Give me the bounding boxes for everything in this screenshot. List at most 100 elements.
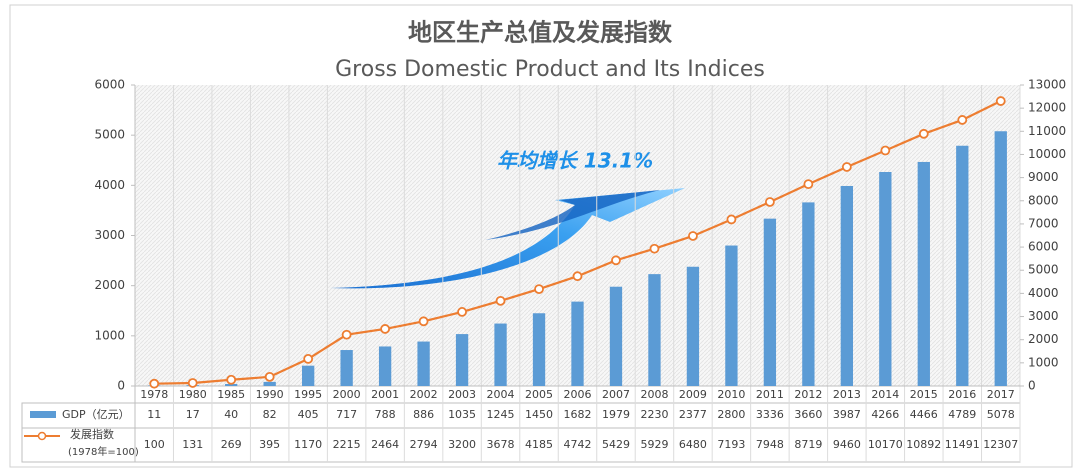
table-cell: 4742 [564, 438, 592, 451]
bar [532, 313, 546, 386]
table-cell: 2800 [717, 408, 745, 421]
line-marker [226, 374, 237, 385]
y-tick-label: 4000 [94, 178, 125, 192]
table-cell: 4185 [525, 438, 553, 451]
table-cell: 5078 [987, 408, 1015, 421]
x-tick-label: 1978 [140, 388, 168, 401]
table-cell: 5929 [640, 438, 668, 451]
line-marker [995, 96, 1006, 106]
bar [571, 301, 584, 386]
y2-tick-label: 4000 [1028, 286, 1059, 300]
y-tick-label: 0 [117, 379, 125, 393]
table-cell: 717 [336, 408, 357, 421]
x-tick-label: 2006 [564, 388, 592, 401]
table-cell: 1170 [294, 438, 322, 451]
table-cell: 1245 [487, 408, 515, 421]
line-marker [726, 214, 737, 225]
line-marker [803, 179, 814, 190]
line-marker [764, 197, 775, 207]
y2-tick-label: 12000 [1028, 101, 1066, 115]
y2-tick-label: 6000 [1028, 240, 1059, 254]
table-cell: 3660 [794, 408, 822, 421]
line-marker [303, 354, 314, 364]
line-marker [611, 255, 621, 266]
line-marker [880, 145, 891, 156]
chart-subtitle: Gross Domestic Product and Its Indices [335, 57, 765, 82]
y-tick-label: 6000 [94, 78, 125, 92]
table-cell: 7948 [756, 438, 784, 451]
table-cell: 11 [147, 408, 161, 421]
x-tick-label: 2008 [640, 388, 668, 401]
bar [494, 323, 507, 386]
table-cell: 11491 [945, 438, 980, 451]
growth-arrow-shade [485, 190, 660, 240]
table-cell: 2230 [640, 408, 668, 421]
table-cell: 10892 [906, 438, 941, 451]
x-tick-label: 2005 [525, 388, 553, 401]
line-marker [457, 307, 467, 317]
y-tick-label: 2000 [94, 278, 125, 292]
x-tick-label: 2009 [679, 388, 707, 401]
y-tick-label: 5000 [94, 128, 125, 142]
bar [455, 334, 469, 386]
table-cell: 40 [224, 408, 238, 421]
legend-swatch-marker [37, 431, 47, 441]
table-cell: 395 [259, 438, 280, 451]
line-marker [918, 128, 929, 139]
line-marker [649, 243, 660, 254]
line-marker [495, 295, 506, 306]
bar [686, 266, 700, 386]
x-tick-label: 2007 [602, 388, 630, 401]
table-cell: 1450 [525, 408, 553, 421]
table-cell: 6480 [679, 438, 707, 451]
line-marker [572, 271, 583, 282]
table-cell: 4789 [948, 408, 976, 421]
bar [840, 185, 854, 386]
bar [763, 218, 777, 386]
y2-tick-label: 11000 [1028, 124, 1066, 138]
table-cell: 2794 [410, 438, 438, 451]
legend-label: GDP（亿元） [62, 408, 130, 421]
line-marker [264, 371, 275, 382]
line-marker [187, 378, 198, 388]
table-cell: 3987 [833, 408, 861, 421]
y2-tick-label: 0 [1028, 379, 1036, 393]
table-cell: 4466 [910, 408, 938, 421]
bar [378, 346, 392, 386]
x-tick-label: 1980 [179, 388, 207, 401]
table-cell: 3200 [448, 438, 476, 451]
table-cell: 9460 [833, 438, 861, 451]
y2-tick-label: 3000 [1028, 309, 1059, 323]
bar [648, 274, 661, 386]
bar [725, 245, 738, 386]
line-marker [380, 324, 391, 334]
y-tick-label: 3000 [94, 228, 125, 242]
bar [956, 145, 969, 386]
y-tick-label: 1000 [94, 328, 125, 342]
x-tick-label: 2003 [448, 388, 476, 401]
table-cell: 886 [413, 408, 434, 421]
bar [994, 131, 1007, 386]
bar [609, 286, 623, 386]
legend-label: 发展指数 [70, 427, 114, 441]
bar [879, 171, 892, 386]
table-cell: 405 [298, 408, 319, 421]
legend-note: (1978年=100) [68, 445, 139, 458]
x-tick-label: 2010 [717, 388, 745, 401]
line-marker [841, 162, 852, 172]
x-tick-label: 2014 [871, 388, 899, 401]
table-cell: 1979 [602, 408, 630, 421]
x-tick-label: 2002 [410, 388, 438, 401]
table-cell: 131 [182, 438, 203, 451]
table-cell: 8719 [794, 438, 822, 451]
table-cell: 4266 [871, 408, 899, 421]
x-tick-label: 1990 [256, 388, 284, 401]
x-tick-label: 2017 [987, 388, 1015, 401]
table-cell: 17 [186, 408, 200, 421]
legend-swatch-bar [30, 411, 56, 418]
chart-title: 地区生产总值及发展指数 [408, 18, 673, 47]
x-tick-label: 2004 [487, 388, 515, 401]
y2-tick-label: 13000 [1028, 78, 1066, 92]
bar [917, 161, 930, 386]
